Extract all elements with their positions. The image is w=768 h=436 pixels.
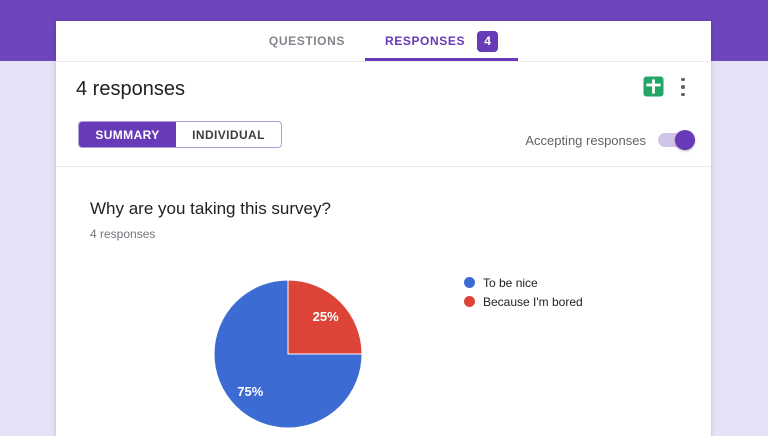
create-spreadsheet-icon[interactable] <box>643 76 664 97</box>
legend-swatch-icon <box>464 296 475 307</box>
legend-item: Because I'm bored <box>464 293 583 310</box>
legend-swatch-icon <box>464 277 475 288</box>
view-mode-toggle: SUMMARY INDIVIDUAL <box>78 121 282 148</box>
form-tabbar: QUESTIONS RESPONSES 4 <box>56 21 711 62</box>
tab-responses[interactable]: RESPONSES 4 <box>364 21 519 61</box>
pie-slice <box>213 279 363 429</box>
pie-slice-label: 75% <box>237 384 263 399</box>
responses-count-badge: 4 <box>477 30 499 52</box>
tab-responses-label: RESPONSES <box>384 34 466 48</box>
page-title: 4 responses <box>76 78 185 100</box>
tab-questions[interactable]: QUESTIONS <box>249 21 365 61</box>
pie-chart: 75% 25% <box>213 279 363 429</box>
pie-slice <box>287 279 363 355</box>
legend-label: To be nice <box>483 275 538 290</box>
accepting-responses-toggle[interactable] <box>658 130 695 150</box>
more-options-icon[interactable] <box>671 74 695 100</box>
question-title: Why are you taking this survey? <box>90 199 331 218</box>
chart-legend: To be nice Because I'm bored <box>464 274 583 310</box>
tab-questions-label: QUESTIONS <box>268 34 345 48</box>
legend-label: Because I'm bored <box>483 294 583 309</box>
pie-slice-label: 25% <box>313 309 339 324</box>
section-divider <box>56 166 711 167</box>
responses-card: QUESTIONS RESPONSES 4 4 responses SUMMAR… <box>56 21 711 436</box>
toggle-knob <box>675 130 695 150</box>
summary-tab-button[interactable]: SUMMARY <box>79 122 176 147</box>
question-response-count: 4 responses <box>90 227 156 241</box>
individual-tab-button[interactable]: INDIVIDUAL <box>176 122 281 147</box>
accepting-responses-label: Accepting responses <box>525 133 646 148</box>
legend-item: To be nice <box>464 274 583 291</box>
